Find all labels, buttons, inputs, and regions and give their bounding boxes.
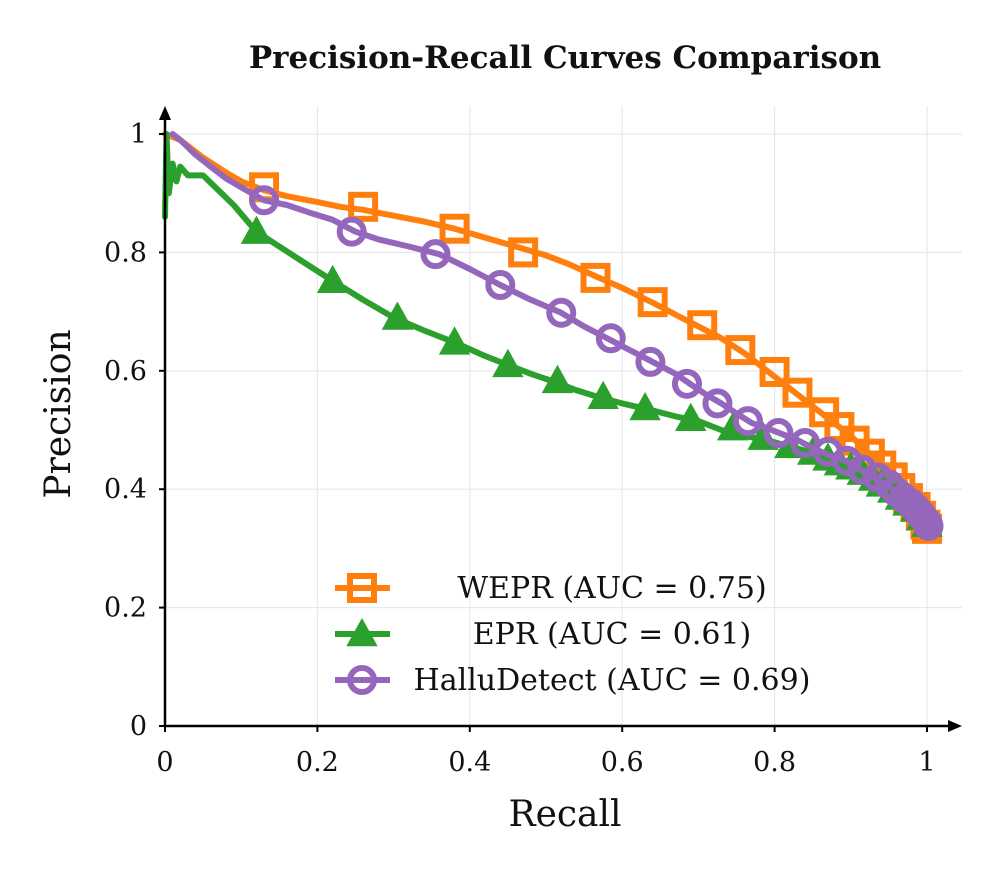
legend-label-triangle: EPR (AUC = 0.61): [473, 617, 752, 652]
legend-item-square: WEPR (AUC = 0.75): [335, 571, 767, 606]
y-tick-label-1: 0.2: [104, 593, 147, 624]
marker-square-5: [637, 287, 668, 318]
marker-circle-5: [595, 323, 626, 354]
marker-square-6: [687, 310, 718, 341]
series-line-square: [162, 131, 930, 531]
legend-item-circle: HalluDetect (AUC = 0.69): [335, 663, 810, 698]
legend-label-circle: HalluDetect (AUC = 0.69): [414, 663, 811, 698]
marker-triangle-6: [587, 380, 619, 410]
series-line-circle: [169, 131, 930, 528]
grid: [165, 106, 962, 726]
x-axis-arrow: [948, 720, 962, 732]
marker-triangle-7: [629, 392, 661, 421]
series-layer: [162, 131, 944, 544]
x-tick-label-0: 0: [156, 747, 173, 778]
marker-circle-24: [913, 510, 944, 541]
marker-square-3: [508, 237, 539, 268]
chart-title: Precision-Recall Curves Comparison: [249, 40, 881, 76]
tick-labels: 0 0.2 0.4 0.6 0.8 1 0 0.2 0.4 0.6 0.8 1: [104, 119, 936, 778]
y-axis-label: Precision: [38, 329, 79, 498]
legend: WEPR (AUC = 0.75) EPR (AUC = 0.61) HalluDe…: [335, 571, 810, 698]
marker-square-8: [759, 356, 790, 387]
x-tick-label-1: 0.2: [296, 747, 339, 778]
marker-circle-14: [847, 454, 878, 485]
marker-circle-7: [671, 368, 702, 399]
legend-label-square: WEPR (AUC = 0.75): [457, 571, 766, 606]
series-circle: [169, 131, 944, 541]
marker-triangle-3: [438, 326, 471, 355]
x-tick-label-3: 0.6: [601, 747, 644, 778]
x-tick-label-4: 0.8: [753, 747, 796, 778]
y-tick-label-3: 0.6: [104, 356, 147, 387]
marker-circle-0: [249, 185, 280, 216]
y-tick-label-5: 1: [130, 119, 147, 150]
marker-triangle-2: [381, 301, 414, 330]
marker-square-9: [782, 377, 813, 408]
legend-marker-triangle: [346, 617, 378, 647]
legend-marker-circle: [347, 665, 377, 695]
marker-circle-10: [763, 417, 794, 448]
marker-circle-2: [420, 239, 451, 270]
marker-square-7: [725, 335, 756, 366]
marker-triangle-1: [316, 264, 349, 294]
y-tick-label-2: 0.4: [104, 474, 147, 505]
y-axis-arrow: [159, 106, 171, 120]
marker-square-2: [439, 213, 470, 244]
marker-triangle-0: [240, 215, 273, 244]
marker-circle-6: [635, 346, 666, 377]
marker-square-1: [348, 191, 379, 222]
x-axis-label: Recall: [508, 794, 621, 835]
y-tick-label-0: 0: [130, 711, 147, 742]
series-square: [162, 131, 942, 544]
marker-circle-9: [732, 406, 763, 437]
x-tick-label-2: 0.4: [448, 747, 491, 778]
legend-item-triangle: EPR (AUC = 0.61): [335, 617, 751, 652]
marker-circle-1: [336, 216, 367, 247]
x-tick-label-5: 1: [918, 747, 935, 778]
marker-circle-8: [702, 388, 733, 419]
axes: [159, 106, 962, 732]
legend-marker-square: [347, 573, 377, 603]
marker-triangle-4: [492, 348, 524, 378]
marker-square-4: [580, 262, 611, 293]
y-tick-label-4: 0.8: [104, 237, 147, 268]
marker-triangle-5: [541, 364, 574, 394]
marker-circle-4: [546, 297, 577, 328]
marker-triangle-8: [675, 402, 707, 431]
marker-circle-3: [485, 269, 516, 300]
